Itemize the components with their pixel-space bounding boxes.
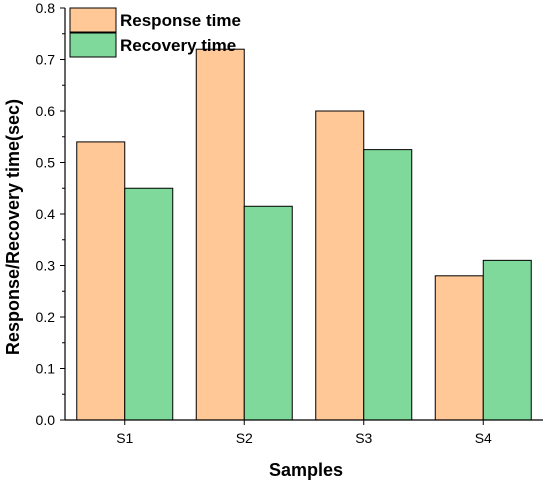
x-axis-label: Samples	[269, 460, 343, 480]
bar-recovery-s2	[243, 205, 293, 421]
y-axis-label: Response/Recovery time(sec)	[3, 99, 23, 355]
legend: Response time Recovery time	[69, 7, 241, 58]
bar-response-s4	[434, 275, 484, 421]
bar-response-s1	[76, 141, 126, 421]
y-tick-label: 0.8	[36, 0, 56, 16]
legend-label-recovery: Recovery time	[120, 36, 236, 55]
bar-recovery-s1	[124, 187, 174, 421]
y-tick-label: 0.5	[36, 155, 56, 171]
x-tick-label-s3: S3	[355, 430, 372, 446]
y-tick-label: 0.6	[36, 103, 56, 119]
legend-label-response: Response time	[120, 11, 241, 30]
bar-response-s3	[315, 110, 365, 421]
bar-response-s2	[195, 48, 245, 421]
bar-recovery-s3	[363, 149, 413, 421]
bar-recovery-s4	[482, 259, 532, 421]
x-tick-label-s2: S2	[236, 430, 253, 446]
y-tick-label: 0.0	[36, 412, 56, 428]
y-tick-label: 0.3	[36, 258, 56, 274]
y-tick-label: 0.1	[36, 361, 56, 377]
y-tick-label: 0.2	[36, 309, 56, 325]
bars-layer	[76, 48, 532, 421]
x-tick-label-s1: S1	[116, 430, 133, 446]
legend-swatch-recovery	[69, 32, 117, 58]
ticks-layer: 0.0 0.1 0.2 0.3 0.4 0.5 0.6 0.7 0.8 S1 S2 S3 S4	[36, 0, 492, 446]
x-tick-label-s4: S4	[475, 430, 492, 446]
y-tick-label: 0.4	[36, 206, 56, 222]
y-tick-label: 0.7	[36, 52, 56, 68]
legend-swatch-response	[69, 7, 117, 33]
